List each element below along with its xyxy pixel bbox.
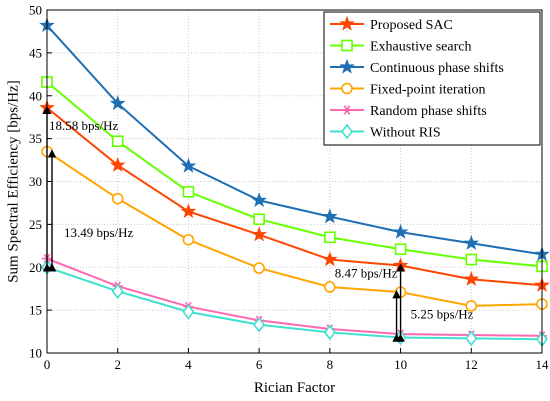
y-tick-label: 30 (29, 174, 42, 189)
annotation-label: 8.47 bps/Hz (335, 266, 398, 281)
asterisk-stroke (343, 105, 351, 115)
series-proposed-sac (39, 99, 550, 292)
data-point-fixed-point-iteration (111, 192, 124, 205)
series-line-continuous-phase-shifts (46, 24, 543, 256)
legend-label: Fixed-point iteration (370, 83, 485, 98)
annotation-label: 5.25 bps/Hz (411, 306, 474, 321)
x-tick-label: 8 (327, 357, 334, 372)
legend-label: Without RIS (370, 126, 441, 141)
annotation-layer: 18.58 bps/Hz 13.49 bps/Hz 8.47 bps/Hz 5.25 … (42, 105, 474, 342)
y-tick-label: 35 (29, 131, 42, 146)
data-point-continuous-phase-shifts (251, 192, 267, 208)
data-point-exhaustive-search (394, 243, 407, 256)
data-point-fixed-point-iteration (324, 281, 336, 293)
legend-marker (341, 82, 353, 95)
legend-label: Continuous phase shifts (370, 61, 504, 76)
x-tick-label: 4 (185, 357, 192, 372)
legend-item-continuous-phase-shifts: Continuous phase shifts (330, 58, 504, 76)
annotation-3: 5.25 bps/Hz (392, 289, 474, 342)
data-point-continuous-phase-shifts (180, 157, 197, 173)
x-tick-label: 0 (44, 357, 51, 372)
annotation-label: 13.49 bps/Hz (64, 225, 134, 240)
y-tick-label: 25 (29, 217, 42, 232)
x-tick-label: 14 (536, 357, 550, 372)
series-line-random-phase-shifts (46, 257, 543, 337)
legend-marker (341, 39, 353, 52)
data-point-without-ris (111, 283, 124, 300)
data-point-proposed-sac (180, 203, 197, 219)
legend-box (323, 11, 541, 146)
x-tick-label: 12 (465, 357, 478, 372)
annotation-1: 13.49 bps/Hz (47, 149, 134, 272)
x-tick-label: 2 (114, 357, 121, 372)
series-layer (39, 17, 550, 348)
legend-marker (340, 123, 354, 140)
legend-marker (339, 15, 355, 31)
y-axis-ticks: 10 15 20 25 30 35 40 45 50 (29, 3, 52, 361)
data-point-without-ris (182, 304, 195, 320)
x-tick-label: 6 (256, 357, 263, 372)
annotation-label: 18.58 bps/Hz (49, 118, 119, 133)
annotation-2: 8.47 bps/Hz (335, 263, 405, 342)
data-point-fixed-point-iteration (182, 234, 195, 246)
data-point-proposed-sac (463, 271, 480, 286)
data-point-continuous-phase-shifts (463, 235, 480, 250)
data-point-exhaustive-search (111, 135, 124, 147)
series-line-without-ris (46, 266, 543, 341)
data-point-without-ris (323, 324, 336, 341)
x-axis-ticks: 0 2 4 6 8 10 12 14 (44, 348, 549, 372)
legend: Proposed SAC Exhaustive search Continuous … (323, 11, 541, 146)
data-point-exhaustive-search (182, 185, 195, 198)
data-point-fixed-point-iteration (465, 300, 478, 312)
data-point-without-ris (253, 316, 266, 333)
legend-item-exhaustive-search: Exhaustive search (330, 40, 471, 55)
data-point-continuous-phase-shifts (322, 208, 338, 224)
y-tick-label: 15 (29, 303, 42, 318)
legend-item-random-phase-shifts: Random phase shifts (330, 104, 487, 119)
y-tick-label: 50 (29, 3, 42, 18)
y-tick-label: 40 (29, 88, 42, 103)
legend-label: Proposed SAC (370, 18, 453, 33)
x-tick-label: 10 (394, 357, 407, 372)
legend-marker (342, 105, 352, 115)
y-tick-label: 20 (29, 260, 42, 275)
data-point-without-ris (465, 330, 478, 347)
series-line-exhaustive-search (46, 81, 543, 268)
legend-item-proposed-sac: Proposed SAC (330, 15, 453, 33)
y-axis-label: Sum Spectral Efficiency [bps/Hz] (5, 80, 21, 283)
legend-marker (339, 58, 355, 74)
data-point-continuous-phase-shifts (392, 223, 409, 239)
series-line-fixed-point-iteration (46, 150, 543, 307)
data-point-proposed-sac (322, 251, 338, 267)
data-point-proposed-sac (251, 226, 267, 242)
data-point-exhaustive-search (253, 213, 265, 226)
data-point-continuous-phase-shifts (109, 95, 126, 111)
data-point-exhaustive-search (324, 231, 336, 244)
legend-item-fixed-point-iteration: Fixed-point iteration (330, 83, 485, 98)
y-tick-label: 10 (29, 346, 42, 361)
legend-item-without-ris: Without RIS (330, 123, 441, 141)
legend-label: Random phase shifts (370, 104, 487, 119)
series-line-proposed-sac (46, 106, 543, 287)
legend-label: Exhaustive search (370, 40, 471, 55)
x-axis-label: Rician Factor (254, 380, 335, 396)
data-point-exhaustive-search (465, 253, 478, 266)
data-point-proposed-sac (109, 156, 126, 172)
y-tick-label: 45 (29, 45, 42, 60)
data-point-fixed-point-iteration (253, 262, 265, 274)
